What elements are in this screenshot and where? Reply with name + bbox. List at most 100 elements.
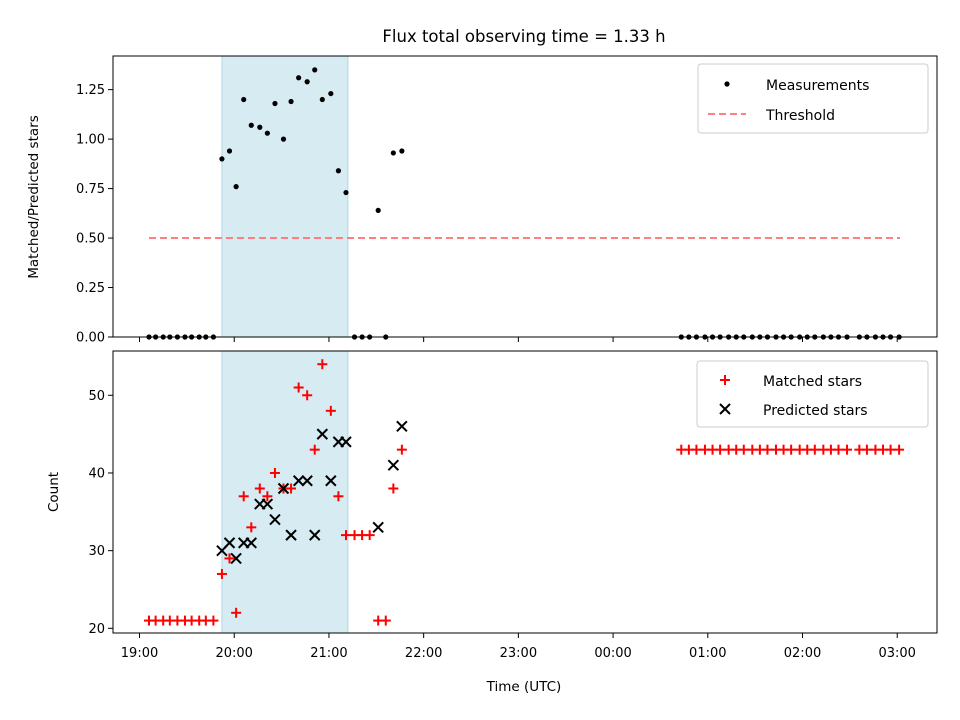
matched-star-point — [364, 530, 375, 541]
matched-star-point — [317, 359, 328, 370]
predicted-star-point — [245, 537, 257, 549]
predicted-star-point — [285, 529, 297, 541]
matched-star-point — [238, 491, 249, 502]
measurement-point — [296, 75, 302, 81]
matched-star-point — [738, 444, 749, 455]
matched-star-point — [286, 483, 297, 494]
matched-star-point — [224, 553, 235, 564]
matched-star-point — [885, 444, 896, 455]
bottom-legend — [696, 360, 929, 428]
legend-matched-label: Matched stars — [763, 374, 862, 390]
measurement-point — [233, 184, 239, 190]
x-tick-label: 23:00 — [500, 646, 537, 661]
predicted-star-point — [223, 537, 236, 549]
predicted-star-point — [325, 475, 337, 487]
predicted-star-point — [301, 475, 313, 487]
measurement-point — [288, 98, 294, 105]
bottom-y-tick-label: 20 — [88, 622, 105, 637]
x-tick-label: 22:00 — [405, 646, 442, 661]
matched-star-point — [396, 444, 407, 455]
predicted-star-point — [261, 498, 274, 510]
x-tick-label: 19:00 — [121, 646, 158, 661]
top-y-tick-label: 1.00 — [76, 133, 105, 148]
predicted-star-point — [340, 436, 352, 448]
predicted-star-point — [292, 475, 305, 487]
matched-star-point — [894, 444, 905, 455]
matched-star-point — [208, 615, 219, 626]
measurement-point — [390, 150, 396, 156]
matched-star-point — [231, 607, 242, 618]
measurement-point — [399, 148, 405, 154]
legend-measurements-marker — [724, 81, 730, 87]
predicted-star-point — [230, 552, 242, 565]
predicted-star-point — [269, 513, 281, 526]
chart-title: Flux total observing time = 1.33 h — [382, 27, 665, 46]
matched-star-point — [786, 444, 797, 455]
measurement-point — [335, 168, 342, 174]
legend-predicted-marker — [719, 403, 731, 415]
matched-star-point — [833, 444, 844, 455]
matched-star-point — [691, 444, 702, 455]
measurement-point — [257, 124, 263, 130]
top-y-tick-label: 0.50 — [76, 232, 105, 247]
measurement-point — [226, 148, 233, 154]
x-axis-label: Time (UTC) — [486, 679, 562, 695]
measurement-point — [264, 130, 270, 136]
matched-star-point — [340, 530, 351, 541]
matched-star-point — [861, 444, 872, 455]
bottom-y-tick-label: 30 — [88, 544, 105, 559]
measurement-point — [280, 136, 287, 142]
matched-star-point — [309, 444, 320, 455]
measurement-point — [241, 96, 247, 103]
matched-star-point — [762, 444, 773, 455]
x-tick-label: 01:00 — [689, 646, 726, 661]
bottom-shaded-span — [221, 350, 349, 634]
top-shaded-span — [221, 55, 349, 338]
bottom-y-axis-label: Count — [46, 472, 62, 512]
top-y-tick-label: 0.00 — [76, 331, 105, 346]
predicted-star-point — [372, 521, 384, 534]
matched-star-point — [302, 390, 313, 401]
measurement-point — [343, 189, 349, 196]
measurement-point — [312, 67, 318, 73]
matched-star-point — [216, 568, 227, 579]
matched-star-point — [293, 382, 304, 393]
matched-star-point — [388, 483, 399, 494]
matched-star-point — [254, 483, 265, 494]
matched-star-point — [262, 491, 273, 502]
top-y-tick-label: 0.75 — [76, 182, 105, 197]
legend-predicted-label: Predicted stars — [763, 403, 868, 419]
matched-star-point — [325, 405, 336, 416]
top-axes-frame — [112, 55, 938, 338]
x-tick-label: 21:00 — [310, 646, 347, 661]
bottom-y-tick-label: 50 — [88, 389, 105, 404]
predicted-star-point — [396, 420, 408, 433]
matched-star-point — [809, 444, 820, 455]
x-tick-label: 20:00 — [215, 646, 252, 661]
legend-matched-marker — [720, 375, 730, 385]
measurement-point — [375, 207, 381, 213]
matched-star-point — [269, 467, 280, 478]
bottom-axes-frame — [112, 350, 938, 634]
measurement-point — [304, 79, 310, 85]
measurement-point — [248, 122, 254, 128]
x-tick-label: 03:00 — [878, 646, 915, 661]
predicted-star-point — [316, 428, 329, 440]
x-tick-label: 00:00 — [594, 646, 631, 661]
top-legend — [697, 63, 929, 134]
x-tick-label: 02:00 — [784, 646, 821, 661]
predicted-star-point — [309, 529, 321, 541]
predicted-star-point — [277, 482, 290, 495]
bottom-y-tick-label: 40 — [88, 466, 105, 481]
matched-star-point — [380, 615, 391, 626]
top-y-axis-label: Matched/Predicted stars — [26, 115, 42, 278]
matched-star-point — [246, 522, 257, 533]
predicted-star-point — [387, 459, 400, 471]
legend-measurements-label: Measurements — [766, 78, 869, 94]
matched-star-point — [715, 444, 726, 455]
measurement-point — [319, 96, 325, 103]
measurement-point — [219, 156, 225, 162]
measurement-point — [328, 90, 334, 97]
top-y-tick-label: 1.25 — [76, 83, 105, 98]
